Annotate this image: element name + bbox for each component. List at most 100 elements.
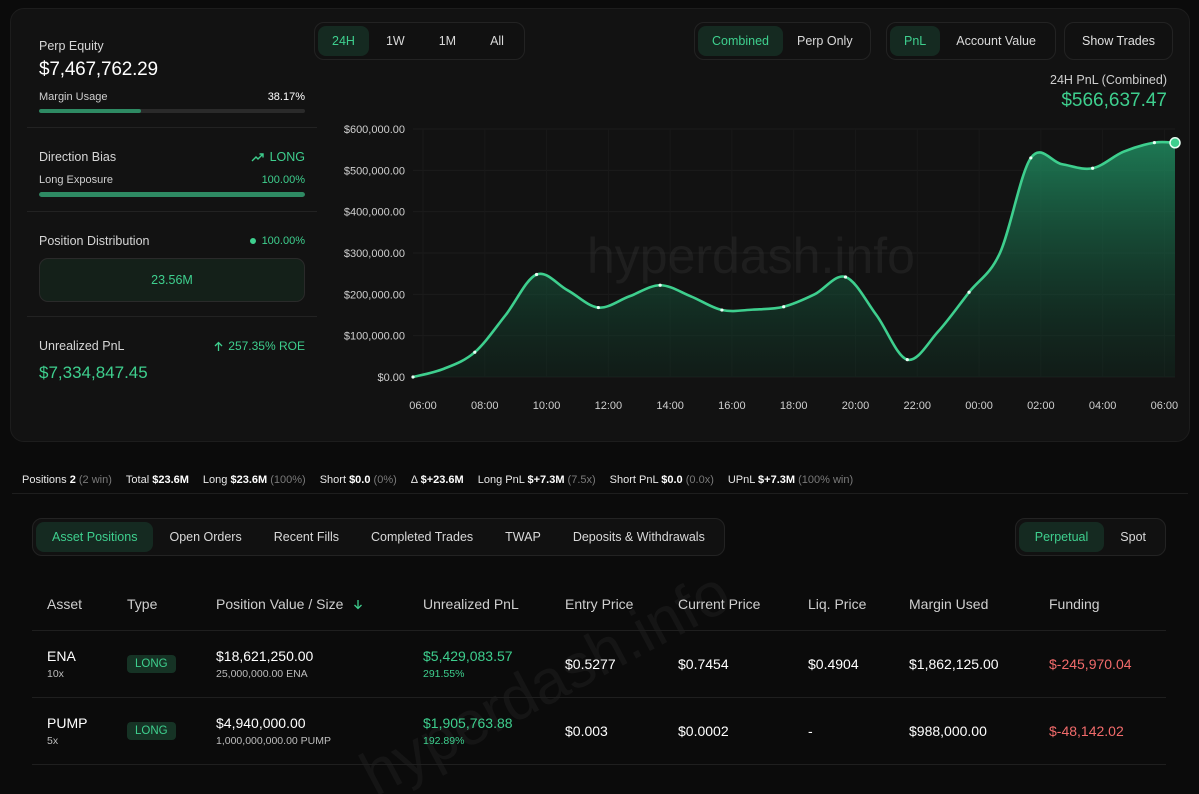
show-trades-button[interactable]: Show Trades bbox=[1064, 22, 1173, 60]
timeframe-1m[interactable]: 1M bbox=[438, 34, 457, 48]
timeframe-1w[interactable]: 1W bbox=[385, 34, 405, 48]
table-row[interactable]: ENA 10x LONG $18,621,250.00 25,000,000.00 … bbox=[32, 630, 1166, 698]
position-distribution-bar[interactable]: 23.56M bbox=[39, 258, 305, 302]
long-exposure-fill bbox=[39, 192, 305, 197]
x-tick-label: 00:00 bbox=[965, 400, 993, 412]
data-point bbox=[1152, 141, 1157, 145]
current-price: $0.0002 bbox=[663, 697, 793, 765]
scope-perp-only[interactable]: Perp Only bbox=[796, 34, 853, 48]
pnl-area bbox=[413, 142, 1175, 377]
unrealized-pnl-pct: 192.89% bbox=[423, 734, 465, 747]
stat-long-pnl-value: $+7.3M bbox=[527, 473, 565, 486]
scope-selector: Combined Perp Only bbox=[694, 22, 871, 60]
pnl-chart[interactable]: $0.00 $100,000.00 $200,000.00 $300,000.00 $4… bbox=[311, 115, 1191, 425]
stat-total-label: Total bbox=[125, 473, 150, 486]
stat-delta-label: Δ bbox=[410, 473, 418, 486]
market-spot[interactable]: Spot bbox=[1120, 530, 1146, 544]
x-tick-label: 22:00 bbox=[904, 400, 932, 412]
summary-column: Perp Equity $7,467,762.29 Margin Usage 3… bbox=[27, 31, 317, 383]
margin-usage-label: Margin Usage bbox=[39, 91, 108, 103]
last-point-marker bbox=[1169, 137, 1181, 149]
data-point bbox=[473, 350, 477, 354]
stat-upnl-value: $+7.3M bbox=[758, 473, 796, 486]
col-asset[interactable]: Asset bbox=[32, 578, 112, 631]
x-tick-label: 04:00 bbox=[1089, 400, 1117, 412]
pnl-header-label: 24H PnL (Combined) bbox=[1050, 73, 1167, 87]
tab-twap[interactable]: TWAP bbox=[505, 530, 541, 544]
timeframe-24h[interactable]: 24H bbox=[318, 26, 369, 56]
x-tick-label: 14:00 bbox=[656, 400, 684, 412]
asset-name[interactable]: ENA bbox=[47, 647, 76, 664]
sort-desc-icon bbox=[354, 599, 363, 610]
tab-completed-trades[interactable]: Completed Trades bbox=[371, 530, 474, 544]
tab-deposits-withdrawals[interactable]: Deposits & Withdrawals bbox=[572, 530, 705, 544]
positions-tabs: Asset Positions Open Orders Recent Fills… bbox=[32, 518, 725, 556]
y-tick-label: $0.00 bbox=[377, 372, 405, 384]
col-type[interactable]: Type bbox=[112, 578, 201, 631]
tab-recent-fills[interactable]: Recent Fills bbox=[273, 530, 340, 544]
direction-bias-value: LONG bbox=[269, 150, 305, 164]
unrealized-pnl-roe: 257.35% ROE bbox=[228, 339, 305, 353]
col-liq-price[interactable]: Liq. Price bbox=[793, 578, 894, 631]
tab-asset-positions[interactable]: Asset Positions bbox=[36, 522, 154, 552]
data-point bbox=[720, 308, 724, 312]
table-row[interactable]: PUMP 5x LONG $4,940,000.00 1,000,000,000.0… bbox=[32, 697, 1166, 765]
data-point bbox=[1091, 166, 1095, 170]
y-tick-label: $300,000.00 bbox=[344, 248, 405, 260]
stat-short-value: $0.0 bbox=[349, 473, 371, 486]
stat-short-pnl-value: $0.0 bbox=[661, 473, 683, 486]
col-funding[interactable]: Funding bbox=[1034, 578, 1166, 631]
overview-card: Perp Equity $7,467,762.29 Margin Usage 3… bbox=[10, 8, 1190, 442]
x-tick-label: 16:00 bbox=[718, 400, 746, 412]
stat-upnl-label: UPnL bbox=[727, 473, 755, 486]
funding: $-48,142.02 bbox=[1034, 697, 1166, 765]
perp-equity-value: $7,467,762.29 bbox=[39, 59, 158, 80]
scope-combined[interactable]: Combined bbox=[698, 26, 783, 56]
x-tick-label: 06:00 bbox=[409, 400, 437, 412]
metric-account-value[interactable]: Account Value bbox=[956, 34, 1036, 48]
margin-usage-value: 38.17% bbox=[267, 91, 305, 103]
data-point bbox=[534, 272, 539, 277]
margin-used: $1,862,125.00 bbox=[894, 630, 1034, 698]
col-current-price[interactable]: Current Price bbox=[663, 578, 793, 631]
col-unrealized-pnl[interactable]: Unrealized PnL bbox=[408, 578, 550, 631]
stat-long-label: Long bbox=[202, 473, 228, 486]
perp-equity-label: Perp Equity bbox=[39, 39, 104, 53]
positions-stats-bar: Positions 2 (2 win) Total $23.6M Long $2… bbox=[12, 466, 1188, 494]
col-position-value-label: Position Value / Size bbox=[216, 595, 344, 612]
data-point bbox=[1029, 156, 1033, 160]
position-value: $4,940,000.00 bbox=[216, 714, 306, 731]
data-point bbox=[967, 290, 971, 294]
stat-positions-label: Positions bbox=[22, 473, 67, 486]
y-tick-label: $600,000.00 bbox=[344, 124, 405, 136]
asset-name[interactable]: PUMP bbox=[47, 714, 88, 731]
metric-selector: PnL Account Value bbox=[886, 22, 1056, 60]
long-exposure-label: Long Exposure bbox=[39, 174, 113, 186]
timeframe-all[interactable]: All bbox=[490, 34, 504, 48]
position-size: 25,000,000.00 ENA bbox=[216, 667, 308, 680]
timeframe-selector: 24H 1W 1M All bbox=[314, 22, 525, 60]
col-position-value[interactable]: Position Value / Size bbox=[201, 578, 408, 631]
current-price: $0.7454 bbox=[663, 630, 793, 698]
margin-used: $988,000.00 bbox=[894, 697, 1034, 765]
metric-pnl[interactable]: PnL bbox=[890, 26, 941, 56]
stat-total-value: $23.6M bbox=[152, 473, 189, 486]
data-point bbox=[843, 275, 848, 279]
stat-upnl-note: (100% win) bbox=[798, 473, 854, 486]
margin-usage-bar bbox=[39, 109, 305, 113]
long-exposure-bar bbox=[39, 192, 305, 197]
margin-usage-fill bbox=[39, 109, 141, 113]
stat-short-label: Short bbox=[319, 473, 346, 486]
unrealized-pnl: $5,429,083.57 bbox=[423, 647, 513, 664]
x-tick-label: 18:00 bbox=[780, 400, 808, 412]
stat-long-pnl-note: (7.5x) bbox=[567, 473, 596, 486]
positions-table: Asset Type Position Value / Size Unreali… bbox=[32, 578, 1166, 765]
col-entry-price[interactable]: Entry Price bbox=[550, 578, 663, 631]
tab-open-orders[interactable]: Open Orders bbox=[169, 530, 242, 544]
stat-delta-value: $+23.6M bbox=[420, 473, 464, 486]
col-margin-used[interactable]: Margin Used bbox=[894, 578, 1034, 631]
market-perpetual[interactable]: Perpetual bbox=[1018, 522, 1105, 552]
stat-positions-note: (2 win) bbox=[78, 473, 112, 486]
x-tick-label: 02:00 bbox=[1027, 400, 1055, 412]
y-tick-label: $100,000.00 bbox=[344, 331, 405, 343]
